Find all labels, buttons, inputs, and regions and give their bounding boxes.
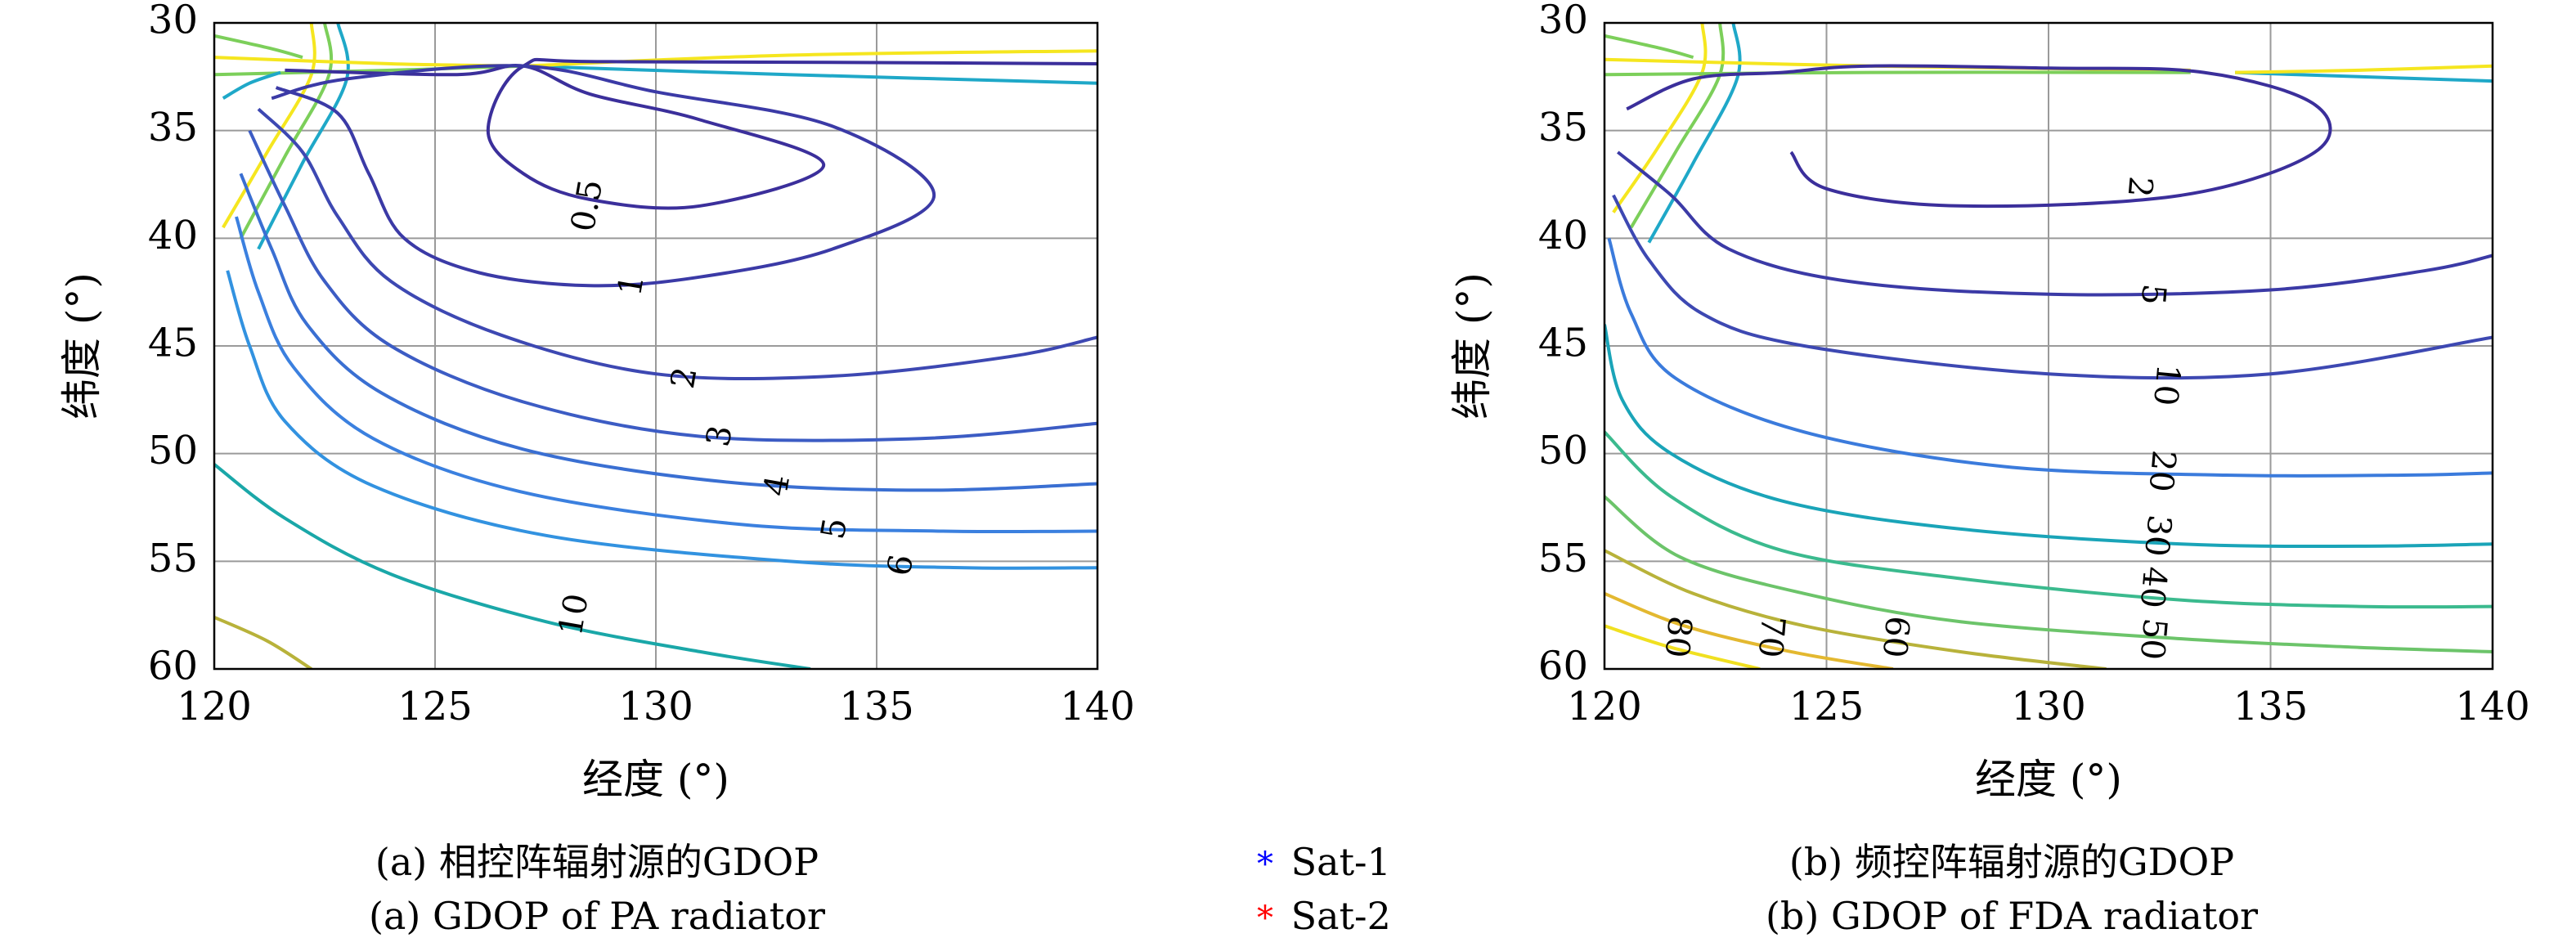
contour-line-5 [235, 216, 1097, 534]
y-tick-label: 60 [148, 644, 198, 689]
contours-b [1604, 23, 2493, 669]
contour-line-80 [1604, 624, 1761, 669]
axes-frame-b [1603, 21, 2494, 671]
contour-label: 6 [881, 552, 922, 579]
x-tick-label: 125 [1789, 684, 1865, 729]
contour-line-dense [214, 34, 303, 60]
contour-line-dense [257, 23, 350, 250]
contour-label: 3 [699, 423, 740, 450]
contour-label: 1 [611, 272, 652, 298]
y-tick-label: 60 [1538, 644, 1588, 689]
contour-line-40 [1604, 430, 2493, 609]
contour-line-10 [214, 463, 811, 669]
caption-a-cn: (a) 相控阵辐射源的GDOP [375, 840, 819, 884]
contour-line-dense [222, 70, 281, 100]
contour-label: 40 [2133, 565, 2174, 610]
contour-line-dense [1612, 23, 1708, 213]
y-axis-label: 纬度 (°) [1448, 272, 1496, 420]
contour-line-1 [271, 64, 936, 288]
caption-b-cn: (b) 频控阵辐射源的GDOP [1788, 840, 2235, 884]
contour-line-3 [248, 129, 1097, 442]
contour-line-unlabeled [214, 615, 312, 669]
contour-line-dense [239, 23, 334, 240]
x-tick-label: 135 [2233, 684, 2309, 729]
contour-label: 5 [2134, 282, 2173, 306]
contour-label: 10 [2146, 362, 2187, 407]
legend-sat-2-label: Sat-2 [1290, 894, 1391, 938]
x-axis-label: 经度 (°) [582, 756, 729, 803]
contour-line-dense [1604, 70, 2191, 77]
contour-line-60 [1604, 549, 2107, 669]
asterisk-icon: * [1257, 900, 1273, 937]
axes-frame-a [213, 21, 1099, 671]
legend-sat-1-label: Sat-1 [1290, 840, 1391, 884]
contour-line-dense [2235, 64, 2493, 74]
contour-label: 4 [756, 472, 797, 499]
x-tick-label: 130 [2011, 684, 2086, 729]
grid-b [1604, 23, 2493, 669]
contour-line-5 [1617, 150, 2493, 297]
x-tick-label: 130 [618, 684, 693, 729]
contour-line-70 [1604, 591, 1894, 669]
x-tick-label: 120 [1567, 684, 1642, 729]
contour-line-dense [2235, 70, 2493, 83]
contour-label: 5 [815, 515, 855, 542]
x-tick-label: 120 [177, 684, 252, 729]
y-tick-label: 45 [1538, 321, 1588, 366]
y-tick-label: 45 [148, 321, 198, 366]
contour-line-2 [1626, 64, 2332, 209]
contour-line-0.5 [285, 57, 1097, 210]
contour-line-4 [239, 173, 1097, 492]
contour-label: 10 [552, 591, 596, 639]
contour-line-dense [1604, 34, 1694, 60]
panel-b: 2 5 10 20 30 40 50 60 70 80 120 125 130 135 140 30 35 40 4… [1448, 0, 2530, 803]
caption-b-en: (b) GDOP of FDA radiator [1765, 894, 2259, 938]
x-tick-label: 140 [1060, 684, 1135, 729]
y-tick-label: 40 [1538, 213, 1588, 258]
contour-line-dense [1629, 23, 1726, 229]
contour-label: 70 [1751, 614, 1792, 659]
contour-label: 30 [2137, 514, 2178, 559]
contour-line-dense [222, 23, 316, 229]
contour-line-50 [1604, 495, 2493, 653]
x-tick-label: 140 [2455, 684, 2530, 729]
contour-line-10 [1612, 194, 2493, 380]
y-tick-label: 50 [148, 428, 198, 474]
asterisk-icon: * [1257, 846, 1273, 883]
contour-line-2 [257, 107, 1097, 381]
x-axis-label: 经度 (°) [1975, 756, 2122, 803]
x-tick-label: 125 [397, 684, 473, 729]
y-axis-label: 纬度 (°) [58, 272, 105, 420]
legend-sat-1: * Sat-1 [1251, 836, 1391, 891]
grid-a [214, 23, 1097, 669]
contour-label: 0.5 [564, 177, 610, 235]
contour-line-6 [226, 270, 1097, 570]
x-tick-label: 135 [839, 684, 914, 729]
contour-label: 20 [2142, 449, 2183, 494]
contour-label: 50 [2133, 617, 2174, 662]
y-tick-label: 35 [148, 105, 198, 150]
y-tick-label: 35 [1538, 105, 1588, 150]
y-tick-label: 55 [148, 536, 198, 581]
contour-label: 80 [1658, 614, 1699, 659]
contour-line-30 [1604, 324, 2493, 549]
legend-sat-2: * Sat-2 [1251, 890, 1391, 945]
caption-a-en: (a) GDOP of PA radiator [369, 894, 825, 938]
contour-line-dense [1647, 23, 1742, 244]
contours-a [214, 23, 1097, 669]
y-tick-label: 40 [148, 213, 198, 258]
contour-line-dense [523, 64, 1097, 85]
y-tick-label: 50 [1538, 428, 1588, 474]
contour-line-dense [214, 56, 524, 68]
y-tick-label: 55 [1538, 536, 1588, 581]
contour-label: 60 [1875, 614, 1916, 659]
y-tick-label: 30 [1538, 0, 1588, 43]
contour-label: 2 [2120, 175, 2160, 199]
y-tick-label: 30 [148, 0, 198, 43]
contour-label: 2 [664, 364, 705, 391]
contour-line-20 [1607, 237, 2493, 478]
